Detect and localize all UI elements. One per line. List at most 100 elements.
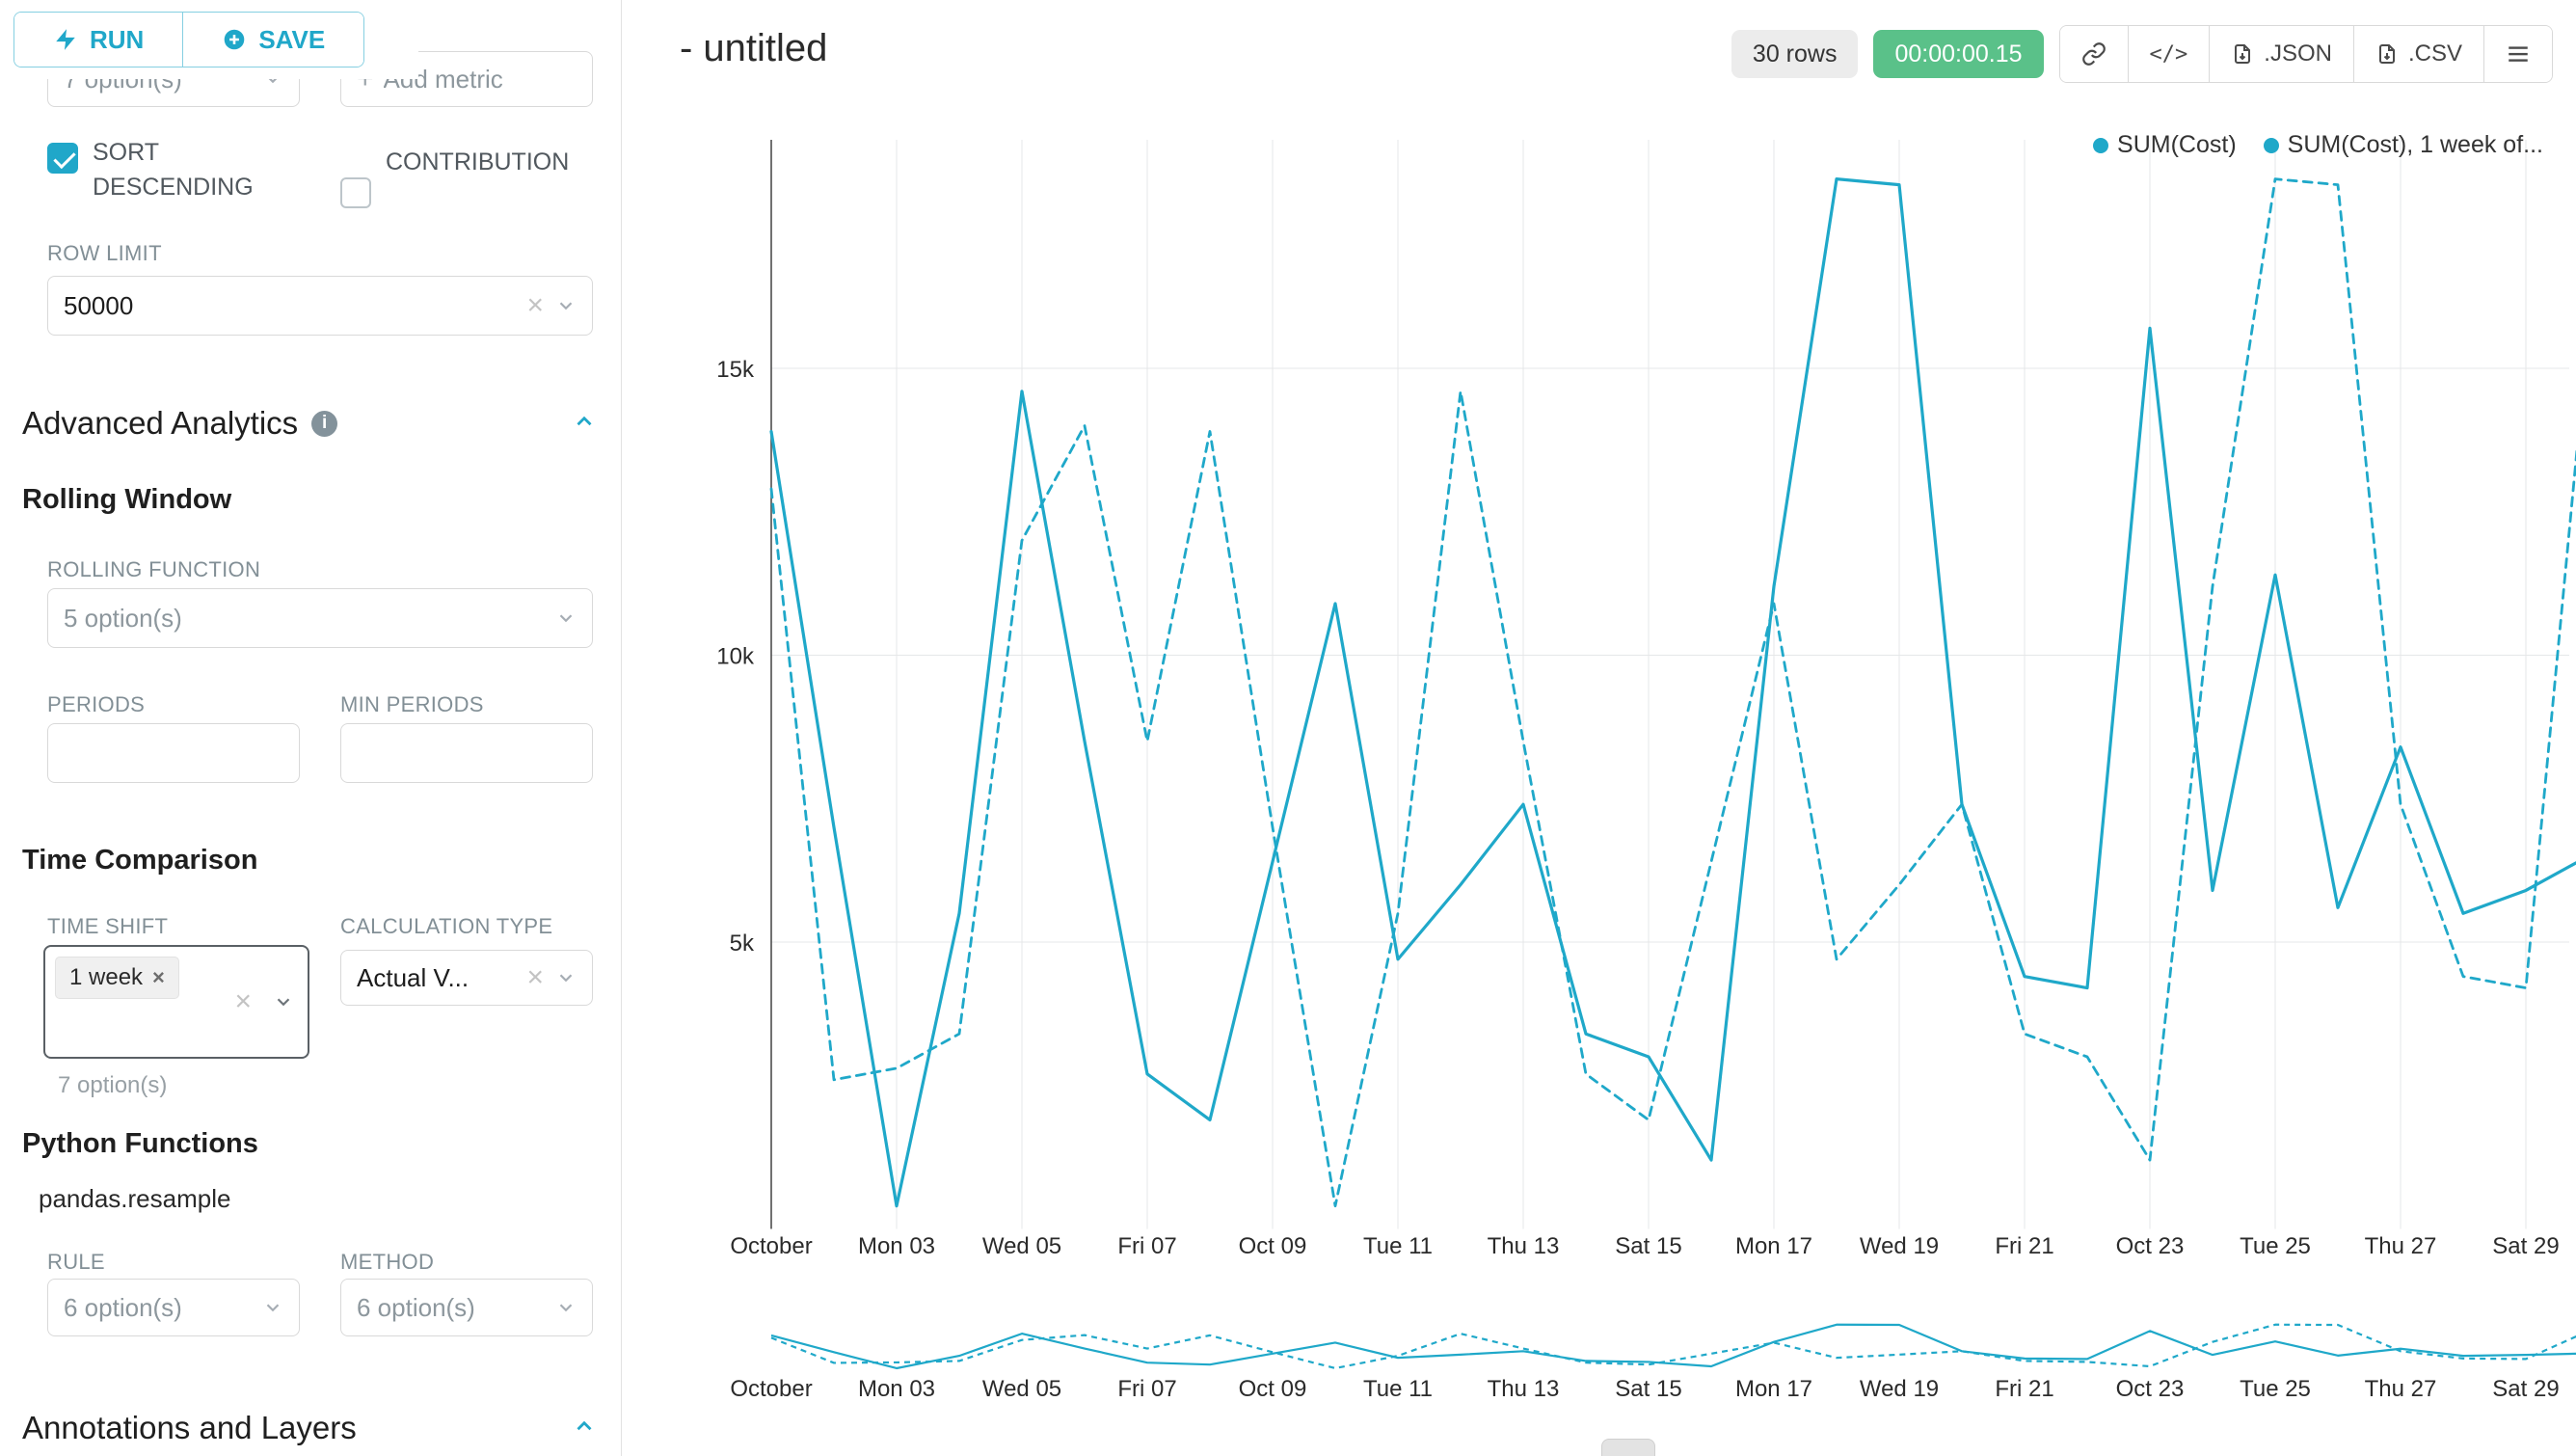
svg-text:Sat 15: Sat 15 xyxy=(1615,1233,1681,1259)
svg-text:Thu 27: Thu 27 xyxy=(2365,1376,2437,1402)
chart-header-controls: 30 rows 00:00:00.15 </> .JSON .CSV xyxy=(1731,25,2553,83)
svg-text:Mon 17: Mon 17 xyxy=(1735,1233,1812,1259)
download-json-button[interactable]: .JSON xyxy=(2209,26,2353,82)
annotations-layers-title: Annotations and Layers xyxy=(22,1410,357,1445)
svg-text:10k: 10k xyxy=(716,644,755,670)
chevron-down-icon xyxy=(559,974,573,983)
row-limit-value: 50000 xyxy=(64,290,134,320)
rolling-function-label: ROLLING FUNCTION xyxy=(47,557,261,581)
svg-text:Sat 29: Sat 29 xyxy=(2492,1376,2559,1402)
chart-menu-button[interactable] xyxy=(2483,26,2552,82)
min-periods-label: MIN PERIODS xyxy=(340,692,484,716)
drag-resize-handle[interactable] xyxy=(1601,1439,1655,1456)
periods-input[interactable] xyxy=(47,723,300,783)
svg-text:5k: 5k xyxy=(730,930,755,957)
svg-text:Thu 27: Thu 27 xyxy=(2365,1233,2437,1259)
periods-label: PERIODS xyxy=(47,692,146,716)
svg-text:Mon 03: Mon 03 xyxy=(858,1233,935,1259)
svg-text:Sat 29: Sat 29 xyxy=(2492,1233,2559,1259)
svg-text:Wed 19: Wed 19 xyxy=(1860,1376,1939,1402)
run-button[interactable]: RUN xyxy=(14,13,183,67)
collapse-advanced-analytics[interactable] xyxy=(572,409,597,439)
svg-text:Wed 19: Wed 19 xyxy=(1860,1233,1939,1259)
svg-text:Sat 15: Sat 15 xyxy=(1615,1376,1681,1402)
remove-tag-icon[interactable]: × xyxy=(152,965,165,989)
row-limit-label: ROW LIMIT xyxy=(47,241,162,265)
clear-icon[interactable]: × xyxy=(234,985,252,1017)
svg-text:Fri 07: Fri 07 xyxy=(1117,1376,1176,1402)
method-value: 6 option(s) xyxy=(357,1292,475,1322)
python-functions-title: Python Functions xyxy=(22,1128,258,1159)
time-shift-tag[interactable]: 1 week × xyxy=(55,957,179,999)
lightning-icon xyxy=(56,29,75,50)
chevron-up-icon xyxy=(577,1420,592,1430)
svg-text:October: October xyxy=(730,1376,812,1402)
chevron-down-icon xyxy=(266,1304,280,1312)
contribution-checkbox[interactable] xyxy=(340,177,371,208)
control-sidebar: 7 option(s) + Add metric RUN SAVE xyxy=(0,0,622,1456)
contribution-label: CONTRIBUTION xyxy=(386,148,570,175)
time-shift-multiselect[interactable]: 1 week × × xyxy=(43,945,309,1059)
time-comparison-title: Time Comparison xyxy=(22,845,258,876)
calculation-type-select[interactable]: Actual V... × xyxy=(340,950,593,1006)
query-actions-bar: RUN SAVE xyxy=(0,0,418,79)
sort-descending-checkbox[interactable] xyxy=(47,143,78,174)
plus-circle-icon xyxy=(225,29,245,50)
legend-item-sum-cost[interactable]: SUM(Cost) xyxy=(2093,131,2237,159)
method-select[interactable]: 6 option(s) xyxy=(340,1279,593,1336)
svg-text:Tue 11: Tue 11 xyxy=(1363,1233,1433,1259)
rolling-function-select[interactable]: 5 option(s) xyxy=(47,588,593,648)
download-csv-button[interactable]: .CSV xyxy=(2352,26,2483,82)
row-count-badge: 30 rows xyxy=(1731,30,1859,78)
chevron-up-icon xyxy=(577,416,592,425)
chevron-down-icon[interactable] xyxy=(273,991,294,1012)
export-button-group: </> .JSON .CSV xyxy=(2058,25,2553,83)
clear-icon[interactable]: × xyxy=(526,289,544,321)
time-shift-hint: 7 option(s) xyxy=(58,1072,168,1098)
chart-panel: 5k 10k 15k October October Mon 03 Mon 03 Wed 05… xyxy=(622,0,2576,1456)
advanced-analytics-title: Advanced Analytics xyxy=(22,405,299,441)
query-timer-badge: 00:00:00.15 xyxy=(1873,30,2044,78)
svg-text:Fri 07: Fri 07 xyxy=(1117,1233,1176,1259)
svg-text:Fri 21: Fri 21 xyxy=(1995,1233,2053,1259)
legend-item-sum-cost-offset[interactable]: SUM(Cost), 1 week of... xyxy=(2263,131,2543,159)
time-shift-label: TIME SHIFT xyxy=(47,914,169,938)
link-icon xyxy=(2081,42,2106,66)
legend-label: SUM(Cost) xyxy=(2117,131,2237,158)
svg-text:Mon 17: Mon 17 xyxy=(1735,1376,1812,1402)
chart-title: - untitled xyxy=(680,27,828,69)
svg-text:Thu 13: Thu 13 xyxy=(1488,1376,1560,1402)
copy-link-button[interactable] xyxy=(2059,26,2128,82)
collapse-annotations-layers[interactable] xyxy=(572,1414,597,1443)
rule-select[interactable]: 6 option(s) xyxy=(47,1279,300,1336)
time-shift-tag-label: 1 week xyxy=(69,964,144,990)
svg-text:October: October xyxy=(730,1233,812,1259)
row-limit-select[interactable]: 50000 × xyxy=(47,276,593,336)
method-label: METHOD xyxy=(340,1250,435,1274)
svg-text:Mon 03: Mon 03 xyxy=(858,1376,935,1402)
svg-text:15k: 15k xyxy=(716,357,755,383)
calculation-type-label: CALCULATION TYPE xyxy=(340,914,553,938)
rolling-window-title: Rolling Window xyxy=(22,484,232,515)
file-download-icon xyxy=(2235,44,2251,64)
clear-icon[interactable]: × xyxy=(526,961,544,993)
min-periods-input[interactable] xyxy=(340,723,593,783)
chevron-down-icon xyxy=(559,614,573,623)
file-download-icon xyxy=(2378,44,2395,64)
json-label: .JSON xyxy=(2264,40,2332,67)
chevron-down-icon xyxy=(559,1304,573,1312)
svg-text:Wed 05: Wed 05 xyxy=(982,1233,1061,1259)
svg-text:Fri 21: Fri 21 xyxy=(1995,1376,2053,1402)
sort-descending-label: SORT DESCENDING xyxy=(93,139,254,201)
svg-text:Oct 23: Oct 23 xyxy=(2116,1376,2185,1402)
timeseries-line-chart[interactable]: 5k 10k 15k October October Mon 03 Mon 03 Wed 05… xyxy=(622,0,2576,1456)
rule-label: RULE xyxy=(47,1250,105,1274)
run-label: RUN xyxy=(90,24,145,54)
svg-text:Oct 09: Oct 09 xyxy=(1239,1376,1307,1402)
svg-text:Thu 13: Thu 13 xyxy=(1488,1233,1560,1259)
save-button[interactable]: SAVE xyxy=(182,13,364,67)
rolling-function-value: 5 option(s) xyxy=(64,603,182,633)
svg-text:Tue 25: Tue 25 xyxy=(2240,1376,2311,1402)
embed-code-button[interactable]: </> xyxy=(2127,26,2210,82)
